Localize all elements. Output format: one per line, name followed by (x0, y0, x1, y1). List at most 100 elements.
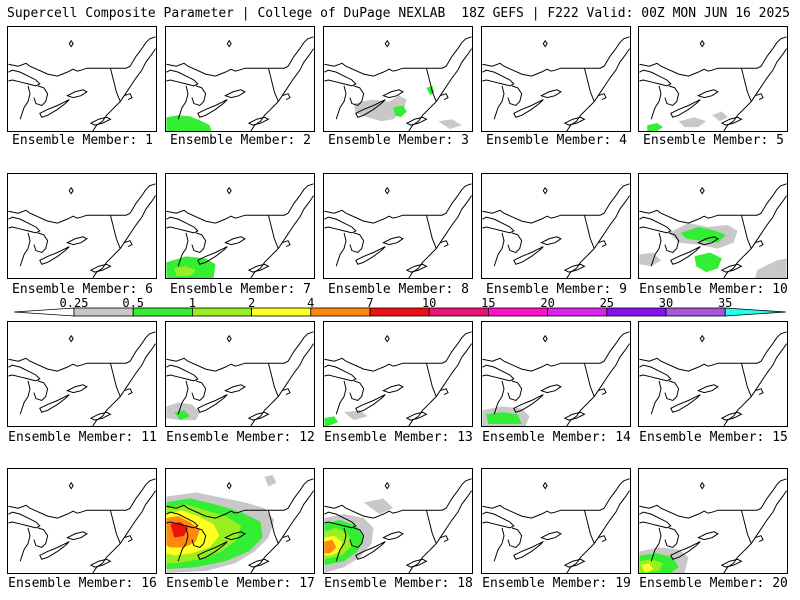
geo-boundary (19, 380, 31, 415)
geo-boundary (355, 246, 386, 265)
geo-boundary (33, 85, 49, 107)
ensemble-member-map (481, 173, 631, 279)
colorbar-tick-label: 2 (247, 296, 256, 310)
ensemble-member-map (638, 173, 788, 279)
geo-boundary (177, 380, 189, 415)
geo-boundary (639, 216, 672, 234)
geo-boundary (598, 388, 607, 396)
ensemble-member-map (323, 468, 473, 574)
geo-boundary (324, 183, 472, 224)
ensemble-member-map (323, 321, 473, 427)
geo-boundary (670, 99, 701, 118)
geo-boundary (282, 93, 291, 101)
geo-boundary (482, 478, 630, 519)
geo-boundary (124, 388, 133, 396)
ensemble-member-map (7, 321, 157, 427)
geo-boundary (166, 511, 199, 529)
scp-shading (712, 111, 728, 122)
geo-boundary (66, 236, 88, 246)
geo-boundary (282, 240, 291, 248)
map-canvas (8, 478, 156, 573)
lake-marker (699, 481, 705, 490)
ensemble-member-label: Ensemble Member: 15 (639, 430, 788, 445)
ensemble-member-label: Ensemble Member: 5 (643, 133, 784, 148)
geo-boundary (583, 510, 595, 544)
geo-boundary (89, 411, 112, 421)
colorbar-tick-label: 25 (599, 296, 615, 310)
geo-boundary (324, 331, 472, 372)
geo-boundary (324, 69, 357, 87)
colorbar-segment (428, 307, 489, 317)
geo-boundary (566, 490, 630, 573)
geo-boundary (639, 183, 787, 224)
geo-boundary (540, 531, 562, 541)
geo-boundary (8, 364, 41, 382)
geo-boundary (482, 331, 630, 372)
geo-boundary (92, 490, 156, 573)
geo-boundary (191, 232, 207, 254)
ensemble-member-label: Ensemble Member: 16 (8, 576, 157, 591)
scp-shading (641, 563, 654, 573)
ensemble-member-label: Ensemble Member: 10 (639, 282, 788, 297)
map-canvas (482, 36, 630, 131)
scp-shading (344, 410, 368, 421)
geo-boundary (639, 69, 672, 87)
map-canvas (166, 36, 314, 131)
colorbar-tick-label: 0.5 (122, 296, 145, 310)
geo-boundary (355, 99, 386, 118)
geo-boundary (664, 85, 680, 107)
geo-boundary (482, 69, 515, 87)
scp-shading (755, 258, 787, 278)
geo-boundary (324, 511, 357, 529)
colorbar-tick-label: 7 (366, 296, 374, 310)
colorbar-segment (547, 307, 608, 317)
map-canvas (482, 183, 630, 278)
geo-boundary (639, 364, 672, 382)
geo-boundary (670, 394, 701, 413)
geo-boundary (177, 85, 189, 120)
lake-marker (542, 334, 548, 343)
geo-boundary (755, 535, 764, 543)
geo-boundary (224, 384, 246, 394)
colorbar-tick-label: 15 (481, 296, 496, 310)
geo-boundary (697, 236, 719, 246)
geo-boundary (513, 394, 544, 413)
scp-shading (486, 412, 522, 425)
lake-marker (226, 481, 232, 490)
geo-boundary (109, 68, 121, 102)
geo-boundary (405, 116, 428, 126)
geo-boundary (124, 535, 133, 543)
geo-boundary (566, 195, 630, 278)
geo-boundary (507, 232, 523, 254)
map-canvas (166, 331, 314, 426)
scp-shading (680, 226, 726, 243)
geo-boundary (740, 215, 752, 249)
geo-boundary (513, 246, 544, 265)
geo-boundary (8, 183, 156, 224)
geo-boundary (513, 99, 544, 118)
ensemble-member-map (638, 321, 788, 427)
geo-boundary (382, 236, 404, 246)
map-canvas (8, 331, 156, 426)
colorbar-tick-label: 10 (421, 296, 437, 310)
geo-boundary (39, 99, 70, 118)
geo-boundary (720, 411, 743, 421)
geo-boundary (8, 331, 156, 372)
scp-shading (170, 521, 188, 538)
geo-boundary (382, 531, 404, 541)
geo-boundary (507, 527, 523, 549)
lake-marker (699, 39, 705, 48)
geo-boundary (650, 85, 662, 120)
lake-marker (68, 334, 74, 343)
geo-boundary (723, 490, 787, 573)
geo-boundary (563, 263, 586, 273)
map-canvas (639, 183, 787, 278)
geo-boundary (166, 216, 199, 234)
scp-shading (324, 539, 337, 554)
geo-boundary (247, 116, 270, 126)
geo-boundary (247, 558, 270, 568)
geo-boundary (540, 236, 562, 246)
colorbar-tick-label: 20 (540, 296, 555, 310)
ensemble-member-map (165, 26, 315, 132)
map-canvas (482, 478, 630, 573)
